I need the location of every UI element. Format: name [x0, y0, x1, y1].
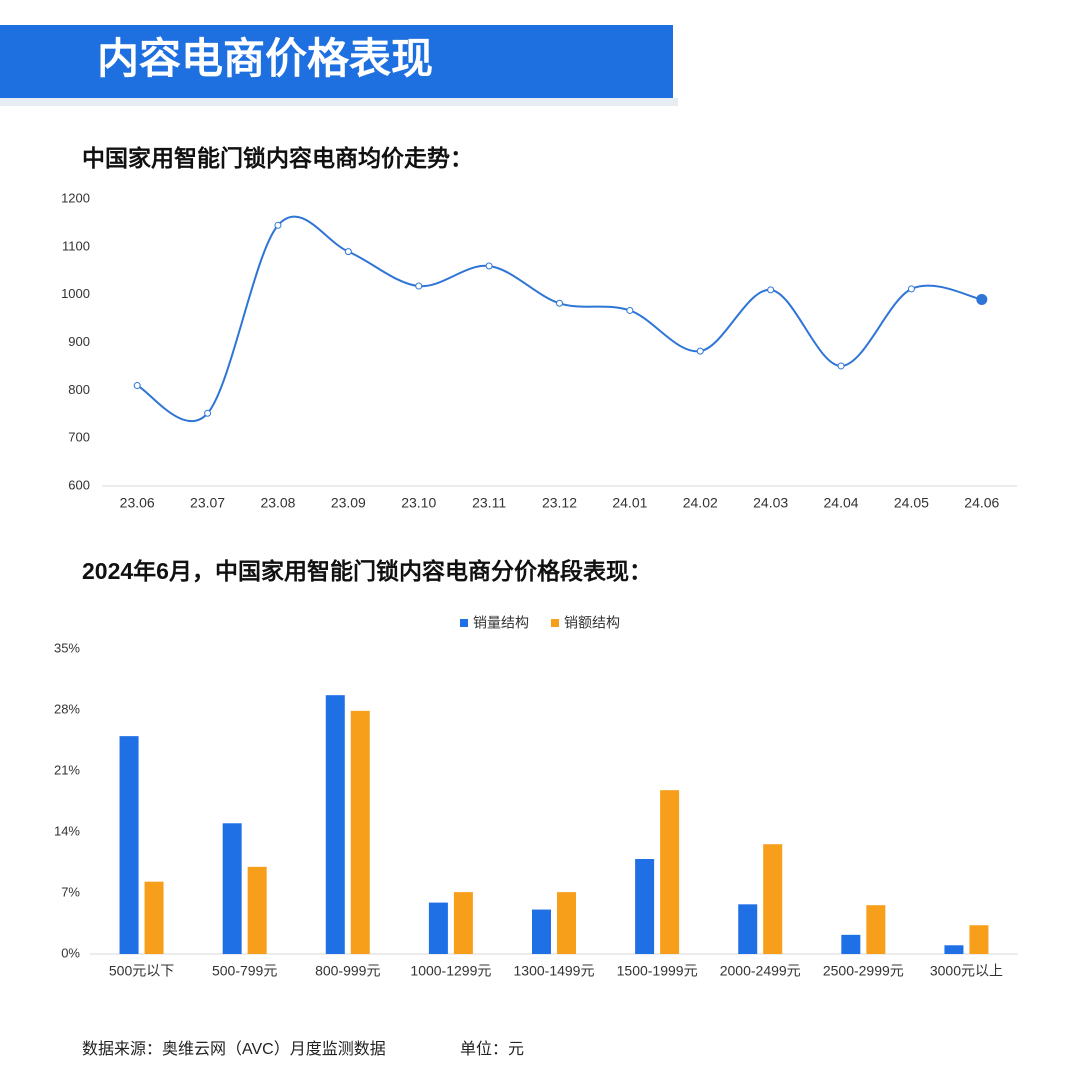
chart-title: 中国家用智能门锁内容电商均价走势：	[82, 145, 473, 171]
y-tick-label: 21%	[54, 762, 80, 777]
x-tick-label: 23.09	[331, 495, 366, 511]
x-tick-label: 24.01	[612, 495, 647, 511]
x-tick-label: 1000-1299元	[410, 963, 491, 979]
y-tick-label: 14%	[54, 823, 80, 838]
point	[976, 293, 988, 305]
header-shadow	[0, 98, 678, 106]
point	[907, 285, 915, 293]
point	[133, 382, 141, 390]
bar	[325, 695, 345, 954]
point	[344, 248, 352, 256]
legend-swatch	[551, 619, 559, 627]
chart-title: 2024年6月，中国家用智能门锁内容电商分价格段表现：	[82, 558, 652, 584]
y-tick-label: 1000	[61, 286, 90, 301]
line	[136, 215, 983, 423]
x-tick-label: 2500-2999元	[823, 963, 904, 979]
x-tick-label: 23.08	[260, 495, 295, 511]
point	[626, 306, 634, 314]
bar	[428, 902, 448, 954]
x-tick-label: 1500-1999元	[617, 963, 698, 979]
bar	[738, 904, 758, 954]
x-tick-label: 23.11	[472, 495, 506, 511]
bar	[660, 790, 680, 954]
y-tick-label: 1200	[61, 190, 90, 205]
bar	[944, 945, 964, 954]
unit-note: 单位：元	[460, 1040, 524, 1058]
x-tick-label: 500元以下	[109, 963, 174, 979]
bar	[453, 892, 473, 954]
x-tick-label: 23.06	[120, 495, 155, 511]
x-tick-label: 1300-1499元	[514, 963, 595, 979]
bar	[222, 823, 242, 954]
y-tick-label: 7%	[61, 884, 80, 899]
legend-label: 销量结构	[473, 615, 529, 631]
x-tick-label: 24.06	[964, 495, 999, 511]
x-tick-label: 23.12	[542, 495, 577, 511]
y-tick-label: 800	[68, 382, 90, 397]
x-tick-label: 800-999元	[315, 963, 380, 979]
point	[696, 347, 704, 355]
bar	[247, 866, 267, 954]
bar	[763, 844, 783, 954]
header-title: 内容电商价格表现	[97, 35, 433, 82]
point	[556, 299, 563, 307]
header-bar	[0, 25, 673, 98]
point	[204, 409, 212, 417]
x-tick-label: 2000-2499元	[720, 963, 801, 979]
y-tick-label: 28%	[54, 701, 80, 716]
bar	[635, 859, 655, 954]
x-tick-label: 24.03	[753, 495, 788, 511]
point	[837, 362, 845, 370]
y-tick-label: 35%	[54, 640, 80, 655]
point	[485, 262, 493, 270]
point	[415, 282, 423, 290]
x-tick-label: 24.04	[824, 495, 859, 511]
legend-label: 销额结构	[564, 615, 620, 631]
x-tick-label: 3000元以上	[930, 963, 1003, 979]
y-tick-label: 0%	[61, 945, 80, 960]
y-tick-label: 600	[68, 477, 90, 492]
bar	[144, 881, 164, 954]
x-tick-label: 23.07	[190, 495, 225, 511]
bar	[841, 934, 861, 954]
bar	[532, 909, 551, 954]
y-tick-label: 700	[68, 430, 90, 445]
x-tick-label: 23.10	[401, 495, 436, 511]
x-tick-label: 24.02	[683, 495, 718, 511]
bar	[557, 892, 576, 954]
x-tick-label: 24.05	[894, 495, 929, 511]
point	[767, 286, 775, 294]
point	[274, 221, 282, 229]
bar	[969, 925, 989, 954]
y-tick-label: 900	[68, 334, 90, 349]
x-tick-label: 500-799元	[212, 963, 277, 979]
source-note: 数据来源：奥维云网（AVC）月度监测数据	[82, 1040, 386, 1058]
bar	[866, 905, 886, 954]
legend-swatch	[460, 619, 468, 627]
bar	[350, 710, 370, 954]
y-tick-label: 1100	[62, 238, 90, 253]
bar	[119, 736, 139, 954]
